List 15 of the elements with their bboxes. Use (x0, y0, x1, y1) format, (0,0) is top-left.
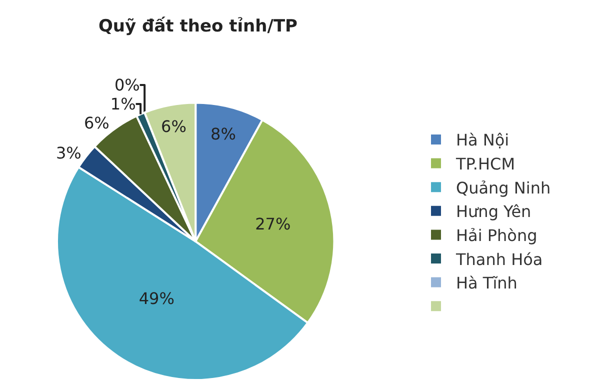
text: 0% (114, 76, 140, 95)
data-label: 27% (255, 214, 291, 234)
data-label: 6% (161, 117, 186, 136)
legend-label: Hưng Yên (456, 202, 532, 222)
data-label: 3% (56, 143, 82, 162)
legend-label: TP.HCM (455, 154, 516, 174)
data-label: 8% (210, 124, 236, 144)
chart-title: Quỹ đất theo tỉnh/TP (98, 16, 298, 36)
data-label: 6% (84, 114, 110, 133)
legend-label: Quảng Ninh (456, 178, 551, 198)
legend-label: Hải Phòng (456, 226, 538, 245)
legend-label: Hà Tĩnh (456, 274, 518, 293)
data-label: 1% (110, 94, 136, 114)
legend-label: Thanh Hóa (455, 250, 543, 269)
data-label: 49% (138, 289, 174, 308)
